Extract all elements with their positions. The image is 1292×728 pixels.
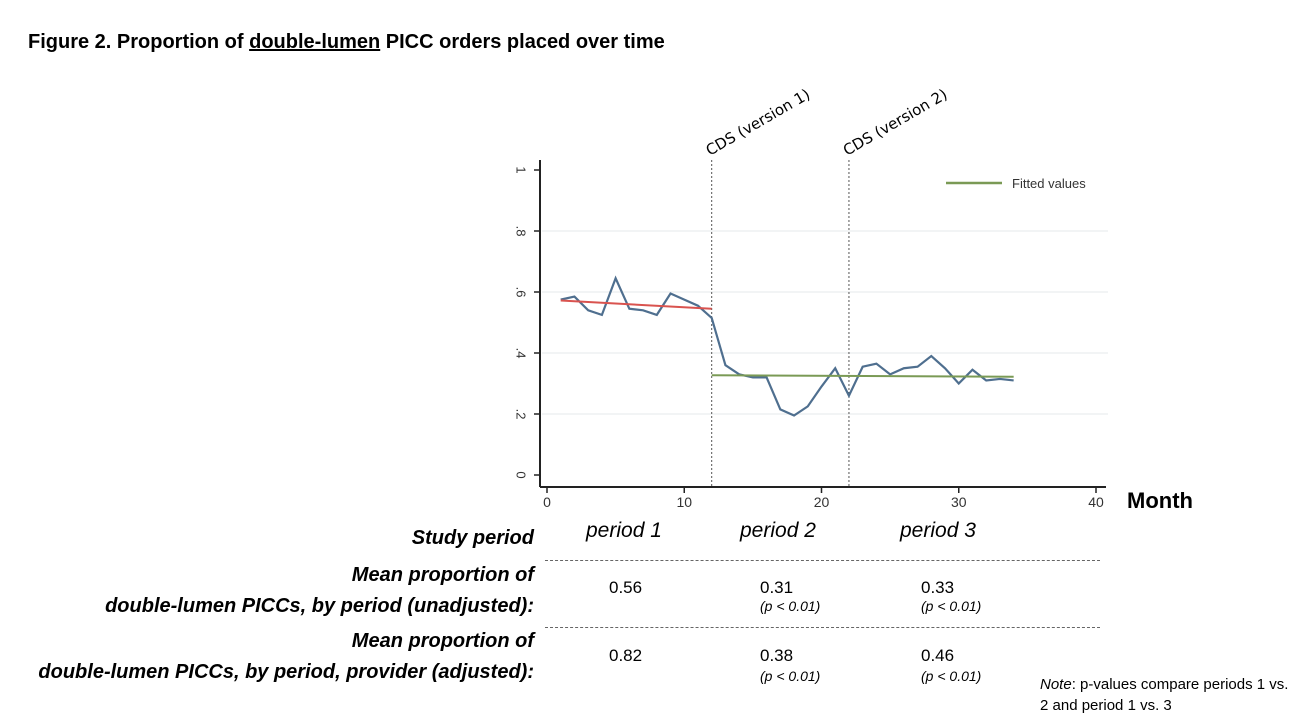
intervention-label: CDS (version 2) (840, 85, 951, 159)
study-period-label: Study period (411, 527, 534, 549)
x-tick-label: 10 (676, 494, 692, 510)
row-1-period-1-value: 0.56 (609, 578, 643, 597)
y-tick-label: .8 (514, 226, 529, 237)
y-tick-label: 0 (514, 471, 529, 478)
figure-title: Figure 2. Proportion of double-lumen PIC… (28, 31, 665, 53)
series-line-0 (560, 275, 1014, 417)
period-2-header: period 2 (740, 519, 816, 542)
row-2-period-3-value: 0.46 (921, 646, 955, 665)
row-2-period-2-value: 0.38 (760, 646, 794, 665)
x-tick-label: 40 (1088, 494, 1104, 510)
legend-label: Fitted values (1012, 176, 1086, 191)
row-1-period-2-pvalue: (p < 0.01) (760, 598, 821, 614)
y-tick-label: .4 (514, 348, 529, 359)
row-2-period-2-pvalue: (p < 0.01) (760, 668, 821, 684)
y-tick-label: 1 (514, 166, 529, 173)
row-1-label-line1: Mean proportion of (351, 564, 534, 586)
y-tick-label: .6 (514, 287, 529, 298)
period-1-header: period 1 (586, 519, 662, 542)
row-2-label-line1: Mean proportion of (351, 630, 534, 652)
footnote: Note: p-values compare periods 1 vs. 2 a… (1040, 676, 1289, 714)
row-1-label-line2: double-lumen PICCs, by period (unadjuste… (105, 595, 534, 617)
x-axis-label: Month (1127, 488, 1193, 513)
y-tick-label: .2 (514, 409, 529, 420)
row-2-label-line2: double-lumen PICCs, by period, provider … (38, 661, 534, 683)
row-2-period-3-pvalue: (p < 0.01) (921, 668, 982, 684)
row-1-period-2-value: 0.31 (760, 578, 794, 597)
row-2-period-1-value: 0.82 (609, 646, 643, 665)
row-1-period-3-value: 0.33 (921, 578, 955, 597)
divider (545, 627, 1100, 628)
series-line-2 (711, 374, 1014, 378)
intervention-label: CDS (version 1) (703, 85, 814, 159)
row-1-period-3-pvalue: (p < 0.01) (921, 598, 982, 614)
series-line-1 (560, 299, 712, 310)
x-tick-label: 30 (951, 494, 967, 510)
x-tick-label: 20 (814, 494, 830, 510)
x-tick-label: 0 (543, 494, 551, 510)
divider (545, 560, 1100, 561)
period-3-header: period 3 (900, 519, 976, 542)
